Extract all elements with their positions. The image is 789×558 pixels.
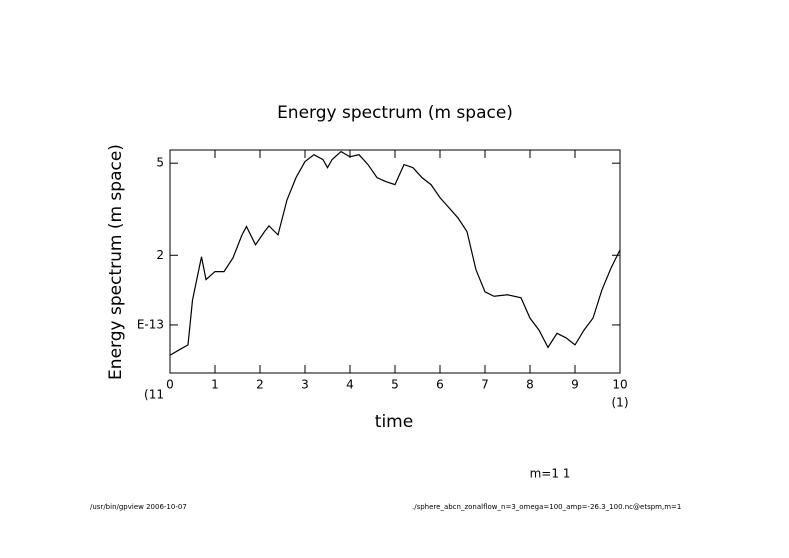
y-tick-label: 2: [156, 248, 164, 262]
x-tick-label: 10: [612, 378, 627, 392]
annotation: m=1 1: [530, 467, 571, 481]
x-tick-label: 3: [301, 378, 309, 392]
x-tick-label: 9: [571, 378, 579, 392]
x-axis-note: (11: [144, 388, 164, 402]
x-tick-label: 5: [391, 378, 399, 392]
y-tick-label: E-13: [137, 317, 164, 331]
x-tick-label: 8: [526, 378, 534, 392]
x-tick-label: 4: [346, 378, 354, 392]
x-axis-note: (1): [612, 396, 629, 410]
x-tick-label: 2: [256, 378, 264, 392]
x-tick-label: 1: [211, 378, 219, 392]
y-tick-label: 5: [156, 156, 164, 170]
x-tick-label: 7: [481, 378, 489, 392]
line-series: [169, 150, 621, 356]
chart-title: Energy spectrum (m space): [277, 103, 513, 123]
x-axis-label: time: [375, 412, 413, 432]
footer: ./sphere_abcn_zonalflow_n=3_omega=100_am…: [412, 503, 681, 511]
footer: /usr/bin/gpview 2006-10-07: [90, 503, 187, 511]
y-axis-label: Energy spectrum (m space): [106, 144, 126, 380]
x-tick-label: 0: [166, 378, 174, 392]
x-tick-label: 6: [436, 378, 444, 392]
